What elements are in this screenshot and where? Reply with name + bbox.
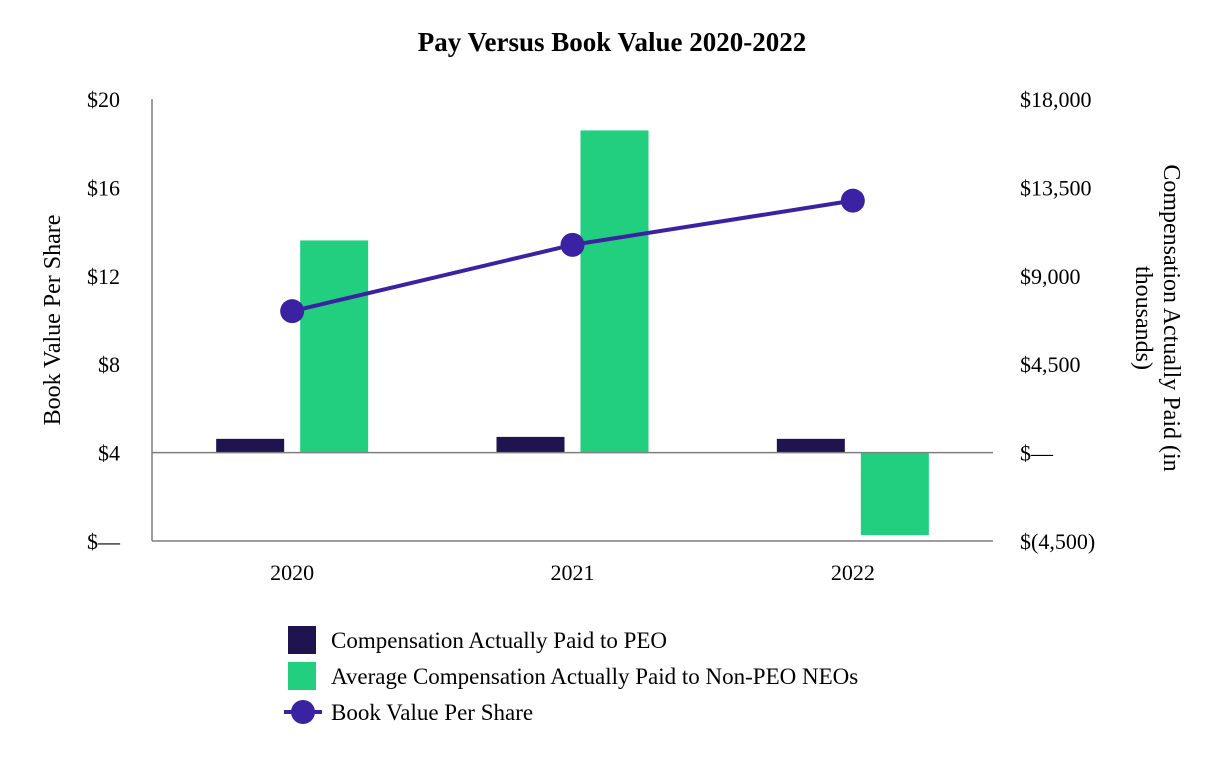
book-value-point-2022	[840, 188, 865, 213]
y-right-tick-label: $—	[1020, 441, 1054, 466]
bar-non-peo-2021	[580, 130, 649, 453]
plot-area: $— $4 $8 $12 $16 $20 $(4,500) $— $4,500 $9,000 $13…	[40, 87, 1184, 585]
x-tick-label: 2021	[551, 560, 595, 585]
legend-marker-book-value	[291, 700, 315, 724]
legend-label: Compensation Actually Paid to PEO	[331, 628, 667, 653]
y-right-tick-label: $13,500	[1020, 175, 1092, 200]
bar-non-peo-2020	[300, 240, 369, 453]
legend-label: Average Compensation Actually Paid to No…	[331, 664, 858, 689]
y-right-tick-label: $(4,500)	[1020, 529, 1095, 554]
y-left-tick-label: $4	[98, 441, 120, 466]
legend-swatch-non-peo	[288, 662, 316, 690]
y-right-axis-title-line-1: Compensation Actually Paid (in	[1158, 164, 1184, 471]
y-left-tick-label: $16	[87, 175, 120, 200]
legend-label: Book Value Per Share	[331, 700, 533, 725]
bar-non-peo-2022	[860, 452, 929, 536]
y-right-axis-title-line-2: thousands)	[1130, 266, 1156, 370]
y-right-tick-label: $9,000	[1020, 264, 1081, 289]
book-value-point-2021	[560, 232, 585, 257]
chart-legend: Compensation Actually Paid to PEO Average…	[284, 626, 858, 725]
y-right-tick-label: $4,500	[1020, 352, 1081, 377]
legend-swatch-peo	[288, 626, 316, 654]
y-left-axis-title: Book Value Per Share	[40, 215, 66, 426]
bar-peo-2021	[496, 436, 565, 453]
y-left-tick-label: $—	[87, 529, 121, 554]
y-left-tick-label: $20	[87, 87, 120, 112]
bar-peo-2020	[216, 438, 285, 453]
bar-peo-2022	[776, 438, 845, 453]
book-value-point-2020	[280, 299, 305, 324]
y-right-tick-label: $18,000	[1020, 87, 1092, 112]
y-left-tick-label: $8	[98, 352, 120, 377]
x-tick-label: 2022	[831, 560, 875, 585]
x-tick-label: 2020	[270, 560, 314, 585]
y-left-tick-label: $12	[87, 264, 120, 289]
chart-title: Pay Versus Book Value 2020-2022	[418, 27, 807, 57]
